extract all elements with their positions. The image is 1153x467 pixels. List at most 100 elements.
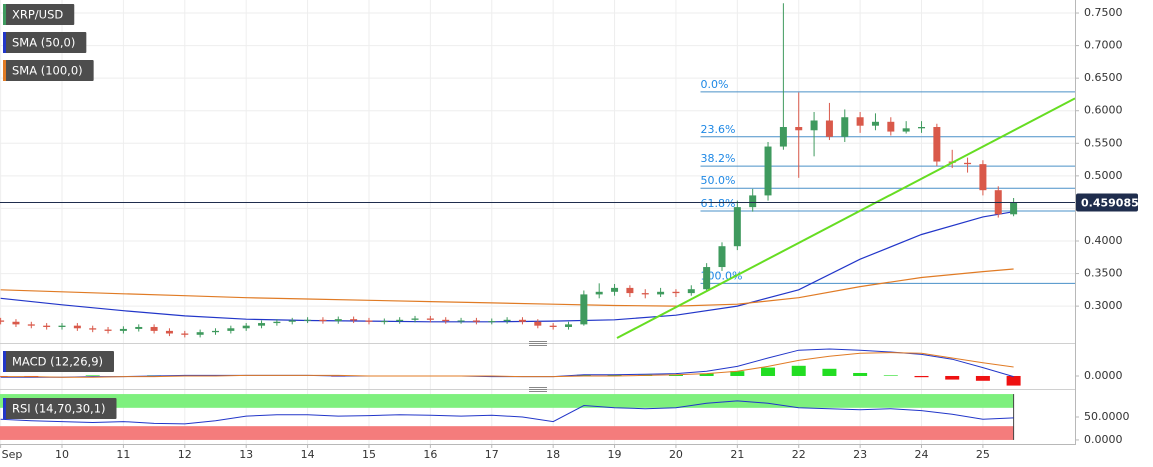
candle-body xyxy=(150,326,158,331)
legend-swatch xyxy=(3,351,6,372)
candle-body xyxy=(887,121,895,132)
axes: Sep 10 11 12 13 14 15 16 17 18 19 20 21 22 23 24 25 0.300… xyxy=(0,0,1139,461)
legend-item[interactable]: RSI (14,70,30,1) xyxy=(3,398,117,419)
moving-average-line xyxy=(0,268,1014,307)
candle-body xyxy=(933,127,941,162)
legend-box xyxy=(3,398,117,419)
legend-label: MACD (12,26,9) xyxy=(12,355,103,369)
macd-histogram-bar xyxy=(85,375,100,376)
grid xyxy=(0,0,1075,444)
candle-body xyxy=(964,162,972,165)
x-tick-label: 13 xyxy=(239,448,253,461)
candle-body xyxy=(641,293,649,295)
candle-body xyxy=(687,289,695,294)
legend-item[interactable]: XRP/USD xyxy=(3,4,75,25)
macd-histogram-bar xyxy=(761,367,776,376)
panel-resize-handle[interactable] xyxy=(529,341,547,346)
macd-histogram-bar xyxy=(945,375,960,380)
y-tick-label: 0.3000 xyxy=(1084,299,1123,312)
macd-histogram-bar xyxy=(668,374,683,376)
y-tick-label: 0.7500 xyxy=(1084,6,1123,19)
legend-label: RSI (14,70,30,1) xyxy=(12,402,106,416)
y-tick-label: 0.0000 xyxy=(1084,433,1123,446)
signal-line xyxy=(0,352,1014,378)
macd-histogram-bar xyxy=(730,371,745,376)
legend-label: XRP/USD xyxy=(12,8,63,22)
x-tick-label: 17 xyxy=(485,448,499,461)
x-tick-label: 24 xyxy=(915,448,929,461)
overbought-band xyxy=(0,394,1014,408)
candle-body xyxy=(918,127,926,129)
candle-body xyxy=(825,120,833,137)
candle-body xyxy=(258,323,266,326)
candle-body xyxy=(165,330,173,334)
candle-body xyxy=(580,294,588,325)
y-tick-label: 0.7000 xyxy=(1084,39,1123,52)
candle-body xyxy=(426,318,434,320)
candle-body xyxy=(319,319,327,322)
x-tick-label: 19 xyxy=(608,448,622,461)
candle-body xyxy=(841,117,849,137)
legend-swatch xyxy=(3,4,6,25)
last-price-box xyxy=(1076,193,1138,212)
legend-item[interactable]: MACD (12,26,9) xyxy=(3,351,114,372)
candle-body xyxy=(411,318,419,320)
candle-body xyxy=(211,330,219,333)
candle-body xyxy=(503,319,511,322)
x-tick-label: 15 xyxy=(362,448,376,461)
candle-body xyxy=(12,321,20,325)
macd-histogram-bar xyxy=(883,375,898,376)
oversold-band xyxy=(0,426,1014,440)
macd-histogram-bar xyxy=(853,372,868,376)
y-tick-label: 50.0000 xyxy=(1084,410,1130,423)
candle-body xyxy=(672,291,680,294)
candle-body xyxy=(902,128,910,132)
x-tick-label: 20 xyxy=(669,448,683,461)
candle-body xyxy=(795,127,803,131)
candle-body xyxy=(472,320,480,322)
fib-label: 100.0% xyxy=(700,269,742,282)
candle-body xyxy=(871,121,879,126)
macd-histogram-bar xyxy=(576,374,591,376)
candle-body xyxy=(457,320,465,322)
candle-body xyxy=(43,325,51,327)
y-tick-label: 0.5000 xyxy=(1084,169,1123,182)
panel-resize-handle[interactable] xyxy=(529,387,547,392)
candle-body xyxy=(273,321,281,324)
last-price-label: 0.459085 xyxy=(1081,197,1139,210)
rsi-line xyxy=(0,400,1014,425)
legend-swatch xyxy=(3,60,6,81)
fib-label: 0.0% xyxy=(700,78,728,91)
legend-label: SMA (100,0) xyxy=(12,64,83,78)
candle-body xyxy=(334,319,342,322)
candle-body xyxy=(104,329,112,331)
macd-histogram-bar xyxy=(1006,375,1021,386)
legend-item[interactable]: SMA (100,0) xyxy=(3,60,94,81)
x-tick-label: 18 xyxy=(546,448,560,461)
trendline xyxy=(616,97,1076,339)
x-tick-label: 12 xyxy=(178,448,192,461)
candle-body xyxy=(534,321,542,326)
fib-label: 38.2% xyxy=(700,152,735,165)
candle-body xyxy=(856,117,864,126)
candle-body xyxy=(718,246,726,268)
legend-box xyxy=(3,60,94,81)
macd-histogram-bar xyxy=(822,368,837,376)
macd-histogram-bar xyxy=(914,375,929,378)
legend-box xyxy=(3,32,87,53)
macd-histogram-bar xyxy=(699,373,714,376)
legend-box xyxy=(3,351,114,372)
x-tick-label: 10 xyxy=(55,448,69,461)
x-tick-label: 21 xyxy=(730,448,744,461)
candle-body xyxy=(304,319,312,321)
fib-label: 23.6% xyxy=(700,123,735,136)
legend: XRP/USD SMA (50,0) SMA (100,0) MACD (12,26,… xyxy=(3,4,117,419)
candle-body xyxy=(1010,202,1018,215)
macd-histogram-bar xyxy=(607,374,622,376)
y-tick-label: 0.4000 xyxy=(1084,234,1123,247)
legend-item[interactable]: SMA (50,0) xyxy=(3,32,87,53)
candle-body xyxy=(135,326,143,329)
candle-body xyxy=(58,325,66,327)
